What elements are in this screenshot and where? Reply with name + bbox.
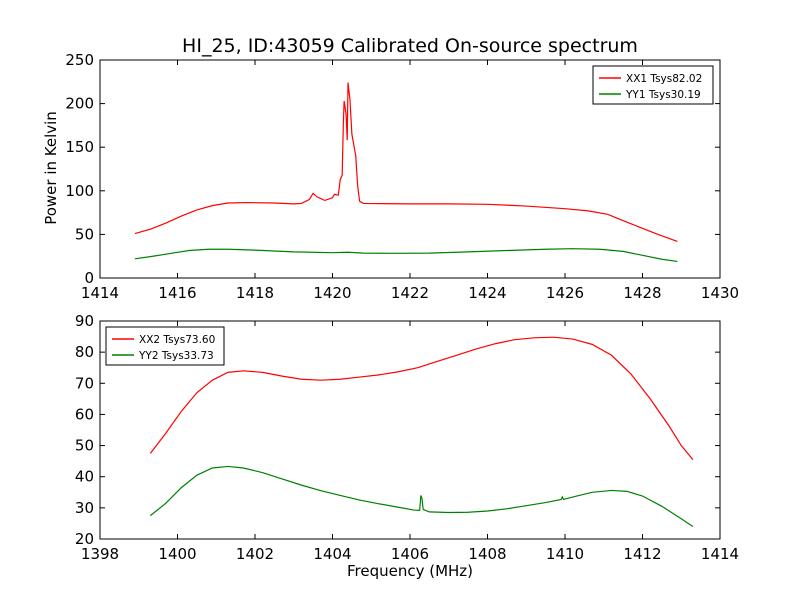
x-tick-label: 1416 bbox=[158, 284, 196, 302]
x-tick-label: 1422 bbox=[391, 284, 429, 302]
y-tick-label: 30 bbox=[75, 499, 94, 517]
y-tick-label: 150 bbox=[65, 138, 94, 156]
x-tick-label: 1430 bbox=[701, 284, 739, 302]
x-tick-label: 1426 bbox=[546, 284, 584, 302]
y-tick-label: 40 bbox=[75, 468, 94, 486]
series-line-0-1 bbox=[134, 248, 678, 263]
legend-label: XX1 Tsys82.02 bbox=[626, 73, 702, 85]
series-line-0-0 bbox=[134, 82, 678, 242]
bottom-plot: 1398 1400 1402 1404 1406 1408 1410 1412 1414 20 30… bbox=[75, 312, 739, 563]
x-tick-label: 1418 bbox=[236, 284, 274, 302]
x-tick-label: 1398 bbox=[81, 545, 119, 563]
legend-label: YY1 Tsys30.19 bbox=[625, 89, 701, 101]
x-tick-label: 1414 bbox=[701, 545, 739, 563]
x-tick-label: 1402 bbox=[236, 545, 274, 563]
series-line-1-1 bbox=[149, 465, 694, 528]
y-tick-label: 200 bbox=[65, 95, 94, 113]
x-tick-label: 1400 bbox=[158, 545, 196, 563]
x-tick-label: 1404 bbox=[313, 545, 351, 563]
legend-box-1 bbox=[105, 326, 225, 366]
y-tick-label: 250 bbox=[65, 51, 94, 69]
y-tick-label: 0 bbox=[84, 269, 94, 287]
bottom-xlabel: Frequency (MHz) bbox=[347, 562, 473, 580]
x-tick-label: 1420 bbox=[313, 284, 351, 302]
series-line-1-0 bbox=[149, 336, 694, 460]
x-tick-label: 1414 bbox=[81, 284, 119, 302]
y-tick-label: 20 bbox=[75, 530, 94, 548]
x-tick-label: 1406 bbox=[391, 545, 429, 563]
y-tick-label: 80 bbox=[75, 343, 94, 361]
x-tick-label: 1410 bbox=[546, 545, 584, 563]
y-tick-label: 50 bbox=[75, 437, 94, 455]
y-tick-label: 60 bbox=[75, 405, 94, 423]
legend-label: XX2 Tsys73.60 bbox=[139, 334, 215, 346]
x-tick-label: 1412 bbox=[623, 545, 661, 563]
x-tick-label: 1424 bbox=[468, 284, 506, 302]
y-tick-label: 50 bbox=[75, 225, 94, 243]
chart-title: HI_25, ID:43059 Calibrated On-source spe… bbox=[182, 35, 638, 57]
y-tick-label: 100 bbox=[65, 182, 94, 200]
x-tick-label: 1408 bbox=[468, 545, 506, 563]
x-tick-label: 1428 bbox=[623, 284, 661, 302]
top-ylabel: Power in Kelvin bbox=[42, 111, 60, 225]
y-tick-label: 70 bbox=[75, 374, 94, 392]
legend-box-0 bbox=[592, 65, 714, 105]
y-tick-label: 90 bbox=[75, 312, 94, 330]
legend-label: YY2 Tsys33.73 bbox=[138, 350, 214, 362]
top-plot: 1414 1416 1418 1420 1422 1424 1426 1428 1430 0 50 1… bbox=[65, 51, 739, 302]
